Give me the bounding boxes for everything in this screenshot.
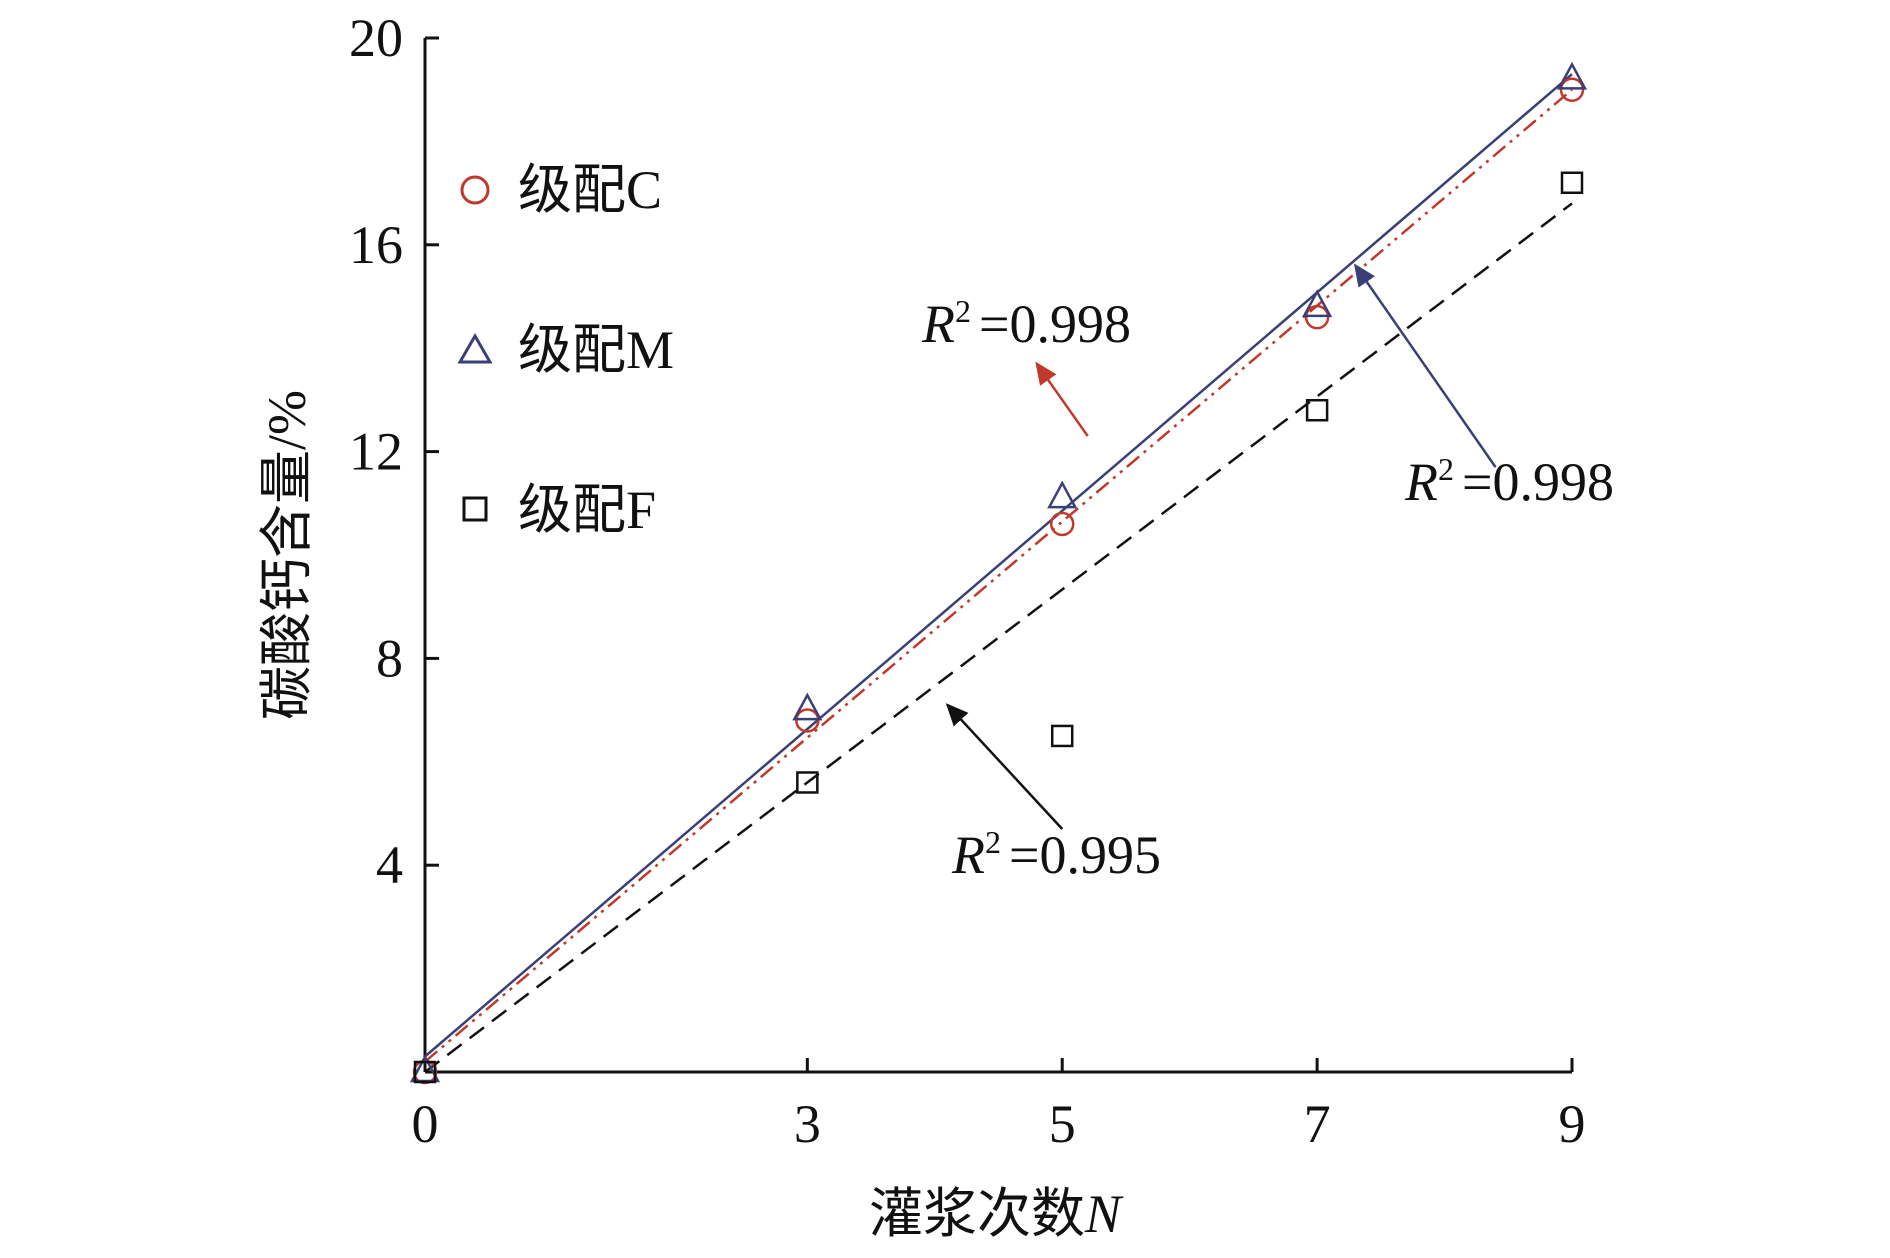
legend-marker-circle <box>460 175 490 205</box>
r2-superscript: 2 <box>955 293 971 329</box>
r2-letter: R <box>921 294 955 354</box>
legend-marker-triangle <box>457 332 493 364</box>
legend-item-f: 级配F <box>462 480 656 540</box>
x-tick-label: 9 <box>1559 1094 1586 1154</box>
point-circle <box>795 708 820 733</box>
point-triangle <box>1302 289 1333 318</box>
point-square <box>1050 724 1074 748</box>
r2-letter: R <box>1404 452 1438 512</box>
y-tick-label: 16 <box>349 215 403 275</box>
point-square <box>413 1060 437 1084</box>
annotation-arrow <box>1035 361 1089 437</box>
legend: 级配C 级配M 级配F <box>457 160 674 540</box>
x-tick-label: 5 <box>1049 1094 1076 1154</box>
points-layer <box>409 61 1588 1085</box>
annotation-arrow <box>1353 263 1497 468</box>
point-square <box>796 771 819 794</box>
r2-label-f: R2 =0.995 <box>951 824 1161 885</box>
legend-label-m: 级配M <box>518 320 674 380</box>
legend-label-c: 级配C <box>518 160 662 220</box>
r2-superscript: 2 <box>985 824 1001 860</box>
point-triangle <box>1047 480 1078 509</box>
fit-lines-layer <box>424 73 1573 1073</box>
y-tick-label: 20 <box>349 8 403 68</box>
r2-label-m: R2 =0.998 <box>1404 451 1614 512</box>
legend-label-f: 级配F <box>518 480 656 540</box>
point-circle <box>1049 511 1075 537</box>
y-axis-title: 碳酸钙含量/% <box>257 390 317 720</box>
x-tick-label: 3 <box>794 1094 821 1154</box>
r2-letter: R <box>951 825 985 885</box>
r2-value: =0.998 <box>1462 452 1614 512</box>
legend-marker-square <box>462 496 488 522</box>
r2-label-c: R2 =0.998 <box>921 293 1131 354</box>
annotation-arrow <box>945 703 1064 830</box>
x-axis-title: 灌浆次数N <box>869 1184 1124 1244</box>
point-square <box>1560 171 1584 195</box>
legend-item-m: 级配M <box>457 320 674 380</box>
fit-line <box>424 73 1573 1058</box>
y-tick-label: 4 <box>376 835 403 895</box>
fit-line <box>424 88 1573 1063</box>
point-square <box>1305 398 1329 422</box>
r2-value: =0.995 <box>1009 825 1161 885</box>
x-axis-title-text: 灌浆次数 <box>869 1184 1085 1244</box>
ticks-layer: 0 3 5 7 9 4 8 12 16 20 <box>349 8 1586 1154</box>
point-triangle <box>1556 61 1588 90</box>
point-triangle <box>792 692 823 721</box>
x-axis-title-var: N <box>1084 1184 1124 1244</box>
x-tick-label: 7 <box>1304 1094 1331 1154</box>
fit-line <box>424 202 1573 1073</box>
y-tick-label: 8 <box>376 628 403 688</box>
y-tick-label: 12 <box>349 422 403 482</box>
legend-item-c: 级配C <box>460 160 662 220</box>
point-circle <box>1559 77 1585 102</box>
r2-value: =0.998 <box>979 294 1131 354</box>
annotations-layer <box>945 263 1497 830</box>
point-circle <box>1304 304 1330 330</box>
x-tick-label: 0 <box>412 1094 439 1154</box>
r2-superscript: 2 <box>1438 451 1454 487</box>
